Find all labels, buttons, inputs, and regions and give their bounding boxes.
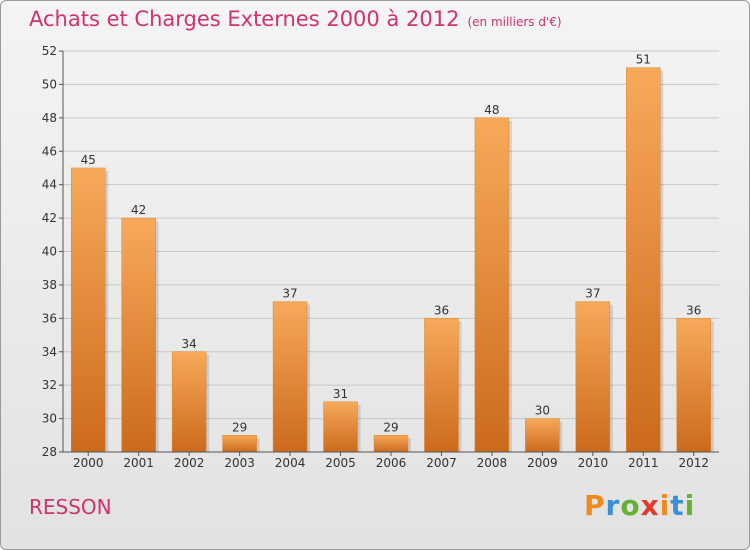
chart-title: Achats et Charges Externes 2000 à 2012 (e…	[29, 7, 562, 31]
data-label-2012: 36	[686, 303, 701, 317]
data-label-2000: 45	[81, 153, 96, 167]
bar-2012[interactable]	[676, 318, 712, 453]
x-tick-label-2004: 2004	[275, 456, 306, 470]
place-name: RESSON	[29, 495, 112, 519]
bar-2005[interactable]	[323, 401, 358, 453]
chart-title-text: Achats et Charges Externes 2000 à 2012	[29, 7, 460, 31]
logo-letter: r	[605, 489, 621, 522]
logo-letter: P	[584, 489, 606, 522]
bar-2009[interactable]	[525, 418, 560, 453]
data-label-2003: 29	[232, 420, 247, 434]
data-label-2004: 37	[282, 287, 297, 301]
y-tick-label: 42	[42, 211, 57, 225]
y-tick-label: 38	[42, 278, 57, 292]
x-tick-label-2002: 2002	[174, 456, 205, 470]
bar-2010[interactable]	[575, 301, 611, 453]
x-tick-label-2000: 2000	[73, 456, 104, 470]
chart-unit: (en milliers d'€)	[467, 15, 562, 29]
data-label-2008: 48	[484, 103, 499, 117]
data-label-2005: 31	[333, 387, 348, 401]
logo-letter: i	[659, 489, 671, 522]
bar-2004[interactable]	[272, 301, 308, 453]
y-tick-label: 28	[42, 445, 57, 459]
bar-2007[interactable]	[424, 318, 459, 453]
bar-2011[interactable]	[626, 67, 661, 453]
logo-letter: i	[684, 489, 696, 522]
x-tick-label-2010: 2010	[578, 456, 609, 470]
y-tick-label: 44	[42, 178, 57, 192]
y-tick-label: 32	[42, 378, 57, 392]
logo-letter: o	[620, 489, 641, 522]
x-tick-label-2007: 2007	[426, 456, 457, 470]
bar-2008[interactable]	[474, 117, 510, 453]
x-tick-label-2005: 2005	[325, 456, 356, 470]
data-label-2009: 30	[535, 404, 550, 418]
bar-2001[interactable]	[121, 217, 156, 453]
y-tick-label: 34	[42, 345, 57, 359]
data-label-2007: 36	[434, 303, 449, 317]
y-tick-label: 50	[42, 77, 57, 91]
bar-2006[interactable]	[373, 435, 409, 453]
data-label-2001: 42	[131, 203, 146, 217]
proxiti-logo[interactable]: Proxiti	[584, 489, 695, 522]
data-label-2010: 37	[585, 287, 600, 301]
logo-letter: x	[640, 489, 660, 522]
y-tick-label: 52	[42, 44, 57, 58]
x-tick-label-2006: 2006	[376, 456, 407, 470]
x-tick-label-2008: 2008	[477, 456, 508, 470]
logo-letter: t	[670, 489, 685, 522]
bar-2003[interactable]	[222, 435, 257, 453]
bar-2002[interactable]	[171, 351, 207, 453]
data-label-2006: 29	[383, 420, 398, 434]
x-tick-label-2011: 2011	[628, 456, 659, 470]
data-label-2011: 51	[636, 53, 651, 67]
y-tick-label: 30	[42, 412, 57, 426]
y-tick-label: 48	[42, 111, 57, 125]
bar-2000[interactable]	[70, 167, 106, 453]
data-label-2002: 34	[182, 337, 197, 351]
x-tick-label-2003: 2003	[224, 456, 255, 470]
y-tick-label: 46	[42, 144, 57, 158]
y-tick-label: 40	[42, 245, 57, 259]
y-tick-label: 36	[42, 311, 57, 325]
x-tick-label-2009: 2009	[527, 456, 558, 470]
x-tick-label-2001: 2001	[123, 456, 154, 470]
x-tick-label-2012: 2012	[678, 456, 709, 470]
